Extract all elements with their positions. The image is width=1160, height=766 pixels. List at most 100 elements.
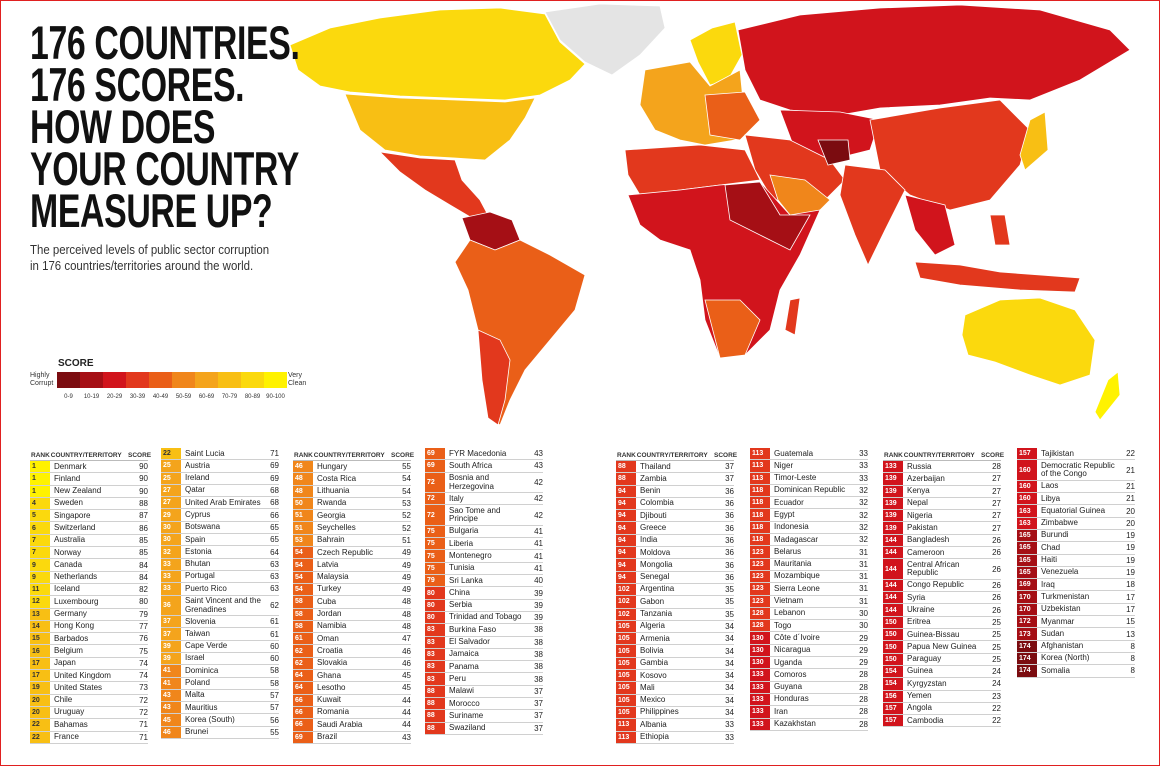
score-cell: 34 [725, 695, 734, 705]
country-cell: Syria [907, 592, 926, 602]
rank-cell: 83 [425, 624, 445, 636]
rank-cell: 150 [883, 616, 903, 629]
rank-cell: 58 [293, 620, 313, 633]
score-cell: 44 [402, 708, 411, 718]
score-cell: 69 [270, 461, 279, 471]
table-row: 54 Malaysia 49 [293, 571, 411, 584]
country-cell: Afghanistan [1041, 641, 1084, 651]
score-cell: 37 [725, 462, 734, 472]
score-cell: 28 [859, 682, 868, 692]
country-cell: Mauritania [774, 559, 812, 569]
country-cell: Kenya [907, 486, 930, 496]
country-cell: Papua New Guinea [907, 641, 977, 651]
rank-cell: 72 [425, 505, 445, 525]
table-row: 139 Nigeria 27 [883, 510, 1001, 523]
country-cell: Paraguay [907, 654, 942, 664]
score-cell: 38 [534, 625, 543, 635]
score-cell: 88 [139, 499, 148, 509]
score-cell: 39 [534, 600, 543, 610]
score-cell: 33 [725, 732, 734, 742]
score-cell: 39 [534, 613, 543, 623]
country-cell: Venezuela [1041, 567, 1079, 577]
table-row: 157 Tajikistan 22 [1017, 448, 1135, 461]
madagascar [784, 297, 801, 336]
rank-cell: 69 [425, 460, 445, 472]
country-cell: United Arab Emirates [185, 497, 261, 507]
rank-cell: 83 [425, 636, 445, 648]
table-row: 88 Thailand 37 [616, 461, 734, 474]
country-cell: Kyrgyzstan [907, 678, 947, 688]
rank-cell: 139 [883, 485, 903, 497]
score-cell: 35 [725, 609, 734, 619]
rank-cell: 118 [750, 521, 770, 534]
table-row: 165 Venezuela 19 [1017, 566, 1135, 580]
score-cell: 34 [725, 622, 734, 631]
table-row: 51 Seychelles 52 [293, 522, 411, 535]
table-row: 174 Afghanistan 8 [1017, 640, 1135, 653]
country-cell: Pakistan [907, 522, 938, 532]
score-cell: 28 [859, 719, 868, 729]
country-cell: Puerto Rico [185, 583, 227, 593]
country-cell: Tajikistan [1041, 448, 1074, 458]
score-cell: 87 [139, 511, 148, 521]
legend-swatch [218, 372, 241, 388]
country-cell: Singapore [54, 510, 91, 520]
rank-cell: 113 [750, 472, 770, 484]
rank-cell: 150 [883, 641, 903, 653]
table-header: RANK COUNTRY/TERRITORY SCORE [616, 450, 738, 461]
table-row: 169 Iraq 18 [1017, 579, 1135, 592]
rank-cell: 7 [30, 547, 50, 559]
country-cell: Japan [54, 658, 76, 668]
country-cell: Greece [640, 522, 667, 532]
table-row: 172 Myanmar 15 [1017, 616, 1135, 629]
rank-cell: 33 [161, 583, 181, 595]
country-cell: Bhutan [185, 559, 211, 569]
score-cell: 37 [534, 686, 543, 696]
country-cell: Iraq [1041, 579, 1055, 589]
rank-cell: 1 [30, 485, 50, 497]
table-row: 105 Gambia 34 [616, 657, 734, 671]
table-row: 113 Timor-Leste 33 [750, 472, 868, 485]
table-row: 113 Niger 33 [750, 460, 868, 473]
rank-cell: 130 [750, 644, 770, 657]
score-cell: 31 [859, 572, 868, 582]
table-row: 37 Taiwan 61 [161, 628, 279, 641]
legend-swatch [57, 372, 80, 388]
header-score: SCORE [714, 451, 738, 459]
score-cell: 21 [1126, 465, 1135, 475]
rank-cell: 123 [750, 583, 770, 595]
country-cell: Italy [449, 493, 464, 503]
score-cell: 63 [270, 572, 279, 582]
score-cell: 34 [725, 708, 734, 718]
table-row: 54 Turkey 49 [293, 583, 411, 597]
score-cell: 66 [270, 510, 279, 520]
rank-cell: 170 [1017, 591, 1037, 603]
country-cell: Democratic Republic of the Congo [1041, 460, 1115, 479]
country-cell: Bangladesh [907, 535, 950, 545]
country-cell: Morocco [449, 698, 480, 708]
table-row: 165 Chad 19 [1017, 542, 1135, 555]
country-cell: Myanmar [1041, 616, 1075, 626]
table-row: 154 Guinea 24 [883, 665, 1001, 679]
table-row: 61 Oman 47 [293, 633, 411, 646]
score-cell: 28 [992, 462, 1001, 472]
country-cell: Niger [774, 460, 794, 470]
score-cell: 49 [402, 585, 411, 595]
header-country: COUNTRY/TERRITORY [636, 451, 708, 459]
table-row: 105 Algeria 34 [616, 620, 734, 634]
table-row: 139 Pakistan 27 [883, 522, 1001, 535]
rank-cell: 113 [750, 460, 770, 472]
score-cell: 84 [139, 560, 148, 570]
table-row: 139 Nepal 27 [883, 497, 1001, 511]
country-cell: Czech Republic [317, 547, 374, 557]
score-cell: 55 [270, 727, 279, 737]
rank-cell: 94 [616, 559, 636, 571]
table-row: 88 Malawi 37 [425, 685, 543, 699]
rank-cell: 105 [616, 645, 636, 657]
rank-cell: 154 [883, 665, 903, 678]
legend-band: 50-59 [172, 372, 195, 400]
rank-cell: 133 [750, 706, 770, 718]
table-row: 72 Sao Tome and Principe 42 [425, 505, 543, 526]
country-cell: Denmark [54, 461, 87, 471]
